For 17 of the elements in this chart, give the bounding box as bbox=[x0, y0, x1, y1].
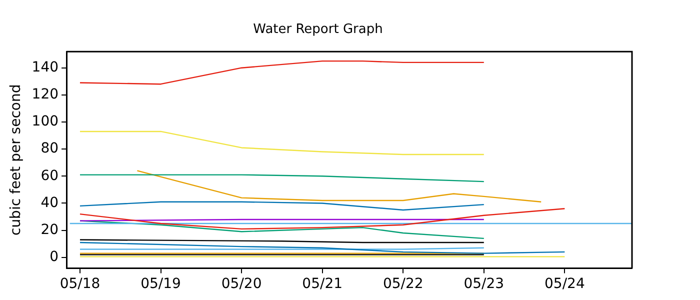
y-tick-label: 80 bbox=[40, 140, 59, 157]
y-tick-label: 40 bbox=[40, 194, 59, 211]
y-axis-title: cubic feet per second bbox=[8, 84, 24, 236]
chart-title: Water Report Graph bbox=[253, 22, 383, 38]
y-tick-label: 0 bbox=[50, 249, 59, 266]
y-tick-label: 140 bbox=[32, 59, 59, 76]
x-tick-label: 05/19 bbox=[140, 276, 181, 292]
x-tick-label: 05/20 bbox=[221, 276, 262, 292]
y-tick-label: 120 bbox=[32, 86, 59, 103]
x-tick-label: 05/22 bbox=[382, 276, 424, 292]
x-tick-label: 05/21 bbox=[302, 276, 343, 292]
x-tick-label: 05/24 bbox=[544, 276, 585, 292]
x-tick-label: 05/23 bbox=[464, 276, 504, 292]
y-tick-label: 60 bbox=[40, 168, 59, 184]
y-tick-label: 100 bbox=[32, 114, 59, 130]
x-tick-label: 05/18 bbox=[60, 276, 100, 292]
y-tick-label: 20 bbox=[40, 222, 59, 238]
